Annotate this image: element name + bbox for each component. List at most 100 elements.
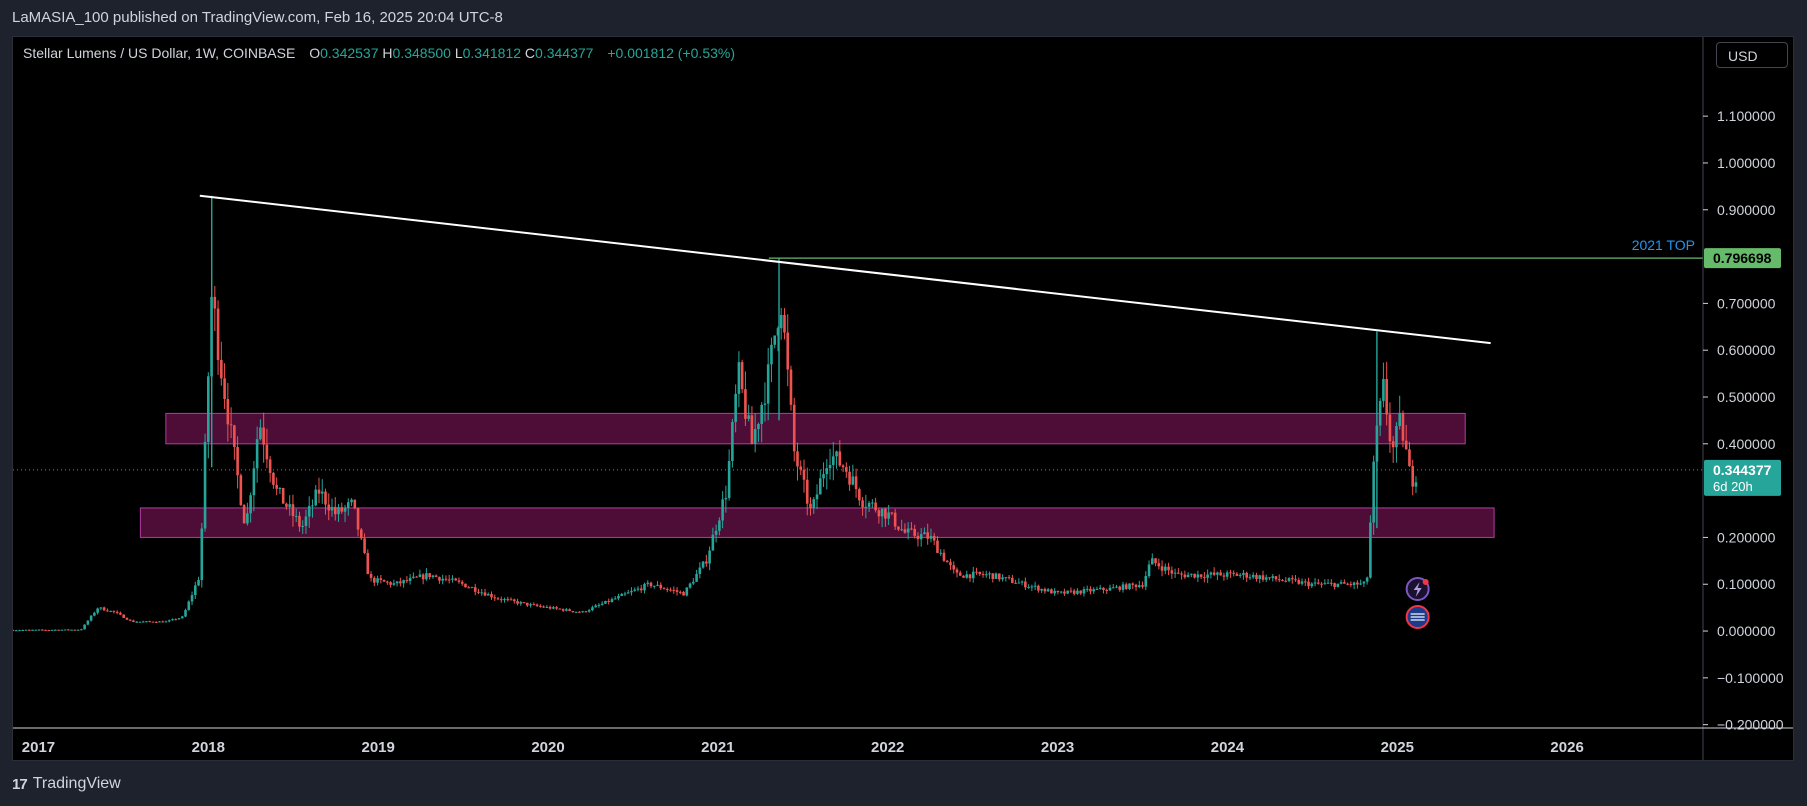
candle-body (1414, 482, 1418, 487)
open-value: 0.342537 (320, 45, 379, 61)
candle-body (584, 611, 588, 613)
candle-body (910, 528, 913, 530)
candle-body (490, 594, 493, 598)
candle-body (656, 584, 659, 586)
candle-body (858, 489, 861, 501)
candle-body (802, 469, 806, 480)
time-tick-label: 2020 (531, 739, 564, 756)
candle-body (1177, 572, 1180, 574)
candle-body (83, 624, 86, 630)
candle-body (24, 629, 28, 631)
candle-body (1209, 572, 1213, 575)
candle-body (1277, 579, 1281, 581)
candle-body (783, 314, 786, 333)
symbol-title[interactable]: Stellar Lumens / US Dollar, 1W, COINBASE (23, 45, 296, 61)
candle-body (125, 617, 129, 620)
candle-body (887, 512, 890, 519)
candle-body (226, 399, 230, 425)
candle-body (151, 621, 155, 623)
candle-body (991, 573, 995, 579)
candle-body (867, 502, 871, 507)
candle-body (841, 465, 845, 468)
candle-body (353, 499, 357, 508)
currency-button[interactable]: USD (1716, 42, 1788, 68)
candle-body (373, 577, 376, 583)
support-resistance-zone (139, 507, 1495, 538)
tradingview-brand[interactable]: TradingView (32, 775, 121, 792)
candle-body (1085, 588, 1089, 590)
candle-body (54, 629, 57, 631)
candle-body (473, 587, 477, 592)
candle-body (874, 502, 877, 511)
candle-body (415, 576, 418, 578)
candle-body (128, 619, 132, 621)
candle-body (1303, 581, 1307, 583)
candle-body (138, 621, 142, 623)
candle-body (539, 605, 542, 607)
candle-body (643, 583, 646, 591)
candle-body (1164, 566, 1167, 571)
candle-body (177, 618, 181, 620)
candle-body (265, 444, 269, 460)
candle-body (467, 587, 471, 589)
candle-body (1033, 585, 1037, 587)
candle-body (164, 621, 168, 623)
top-2021-price-text: 0.796698 (1713, 250, 1772, 266)
chart-svg[interactable]: 2021 TOP 1.100000 1.000000 0.900000 0.70000… (13, 37, 1794, 761)
candle-body (233, 425, 236, 448)
candle-body (591, 607, 594, 611)
bar-countdown-text: 6d 20h (1713, 479, 1753, 494)
candle-body (1027, 586, 1030, 588)
candle-body (447, 579, 451, 581)
candle-body (239, 475, 243, 506)
candle-body (425, 573, 428, 580)
candle-body (1118, 586, 1122, 590)
candle-body (509, 599, 513, 601)
price-tick-label: 0.000000 (1717, 623, 1776, 639)
low-value: 0.341812 (462, 45, 522, 61)
candle-body (421, 574, 425, 580)
candle-body (568, 609, 571, 611)
candle-body (366, 552, 370, 575)
candle-body (252, 468, 256, 496)
candle-body (161, 621, 165, 623)
candle-body (376, 578, 379, 583)
time-tick-label: 2024 (1211, 739, 1245, 756)
candle-body (503, 599, 506, 601)
candle-body (971, 571, 975, 579)
candle-body (770, 344, 773, 365)
tradingview-logo-icon[interactable]: 17 (12, 775, 28, 793)
candle-body (1072, 590, 1076, 594)
descending-trendline (199, 194, 1491, 345)
candle-body (763, 403, 767, 405)
candle-body (493, 597, 497, 599)
candle-body (382, 579, 386, 582)
candle-body (529, 604, 532, 606)
price-tick-label: −0.100000 (1717, 670, 1784, 686)
candle-body (89, 615, 93, 621)
candle-body (499, 599, 503, 601)
candle-body (545, 606, 549, 608)
candle-body (207, 376, 210, 442)
candle-body (1170, 570, 1174, 574)
candle-body (1385, 379, 1388, 415)
chart-area[interactable]: 2021 TOP 1.100000 1.000000 0.900000 0.70000… (12, 36, 1794, 761)
candle-body (167, 620, 171, 622)
candle-body (578, 611, 581, 613)
candle-body (1115, 586, 1118, 588)
candle-body (1268, 577, 1271, 579)
candle-body (945, 560, 949, 563)
candle-body (535, 604, 539, 606)
candle-body (281, 487, 285, 504)
candle-body (731, 422, 734, 462)
candle-body (99, 607, 103, 609)
candle-body (526, 602, 529, 606)
candle-body (1333, 583, 1336, 587)
candle-body (434, 575, 438, 577)
candle-body (67, 629, 70, 631)
candle-body (636, 588, 640, 590)
candle-body (1290, 578, 1294, 580)
candle-body (477, 591, 480, 593)
candle-body (1232, 572, 1235, 574)
candle-body (838, 451, 842, 466)
